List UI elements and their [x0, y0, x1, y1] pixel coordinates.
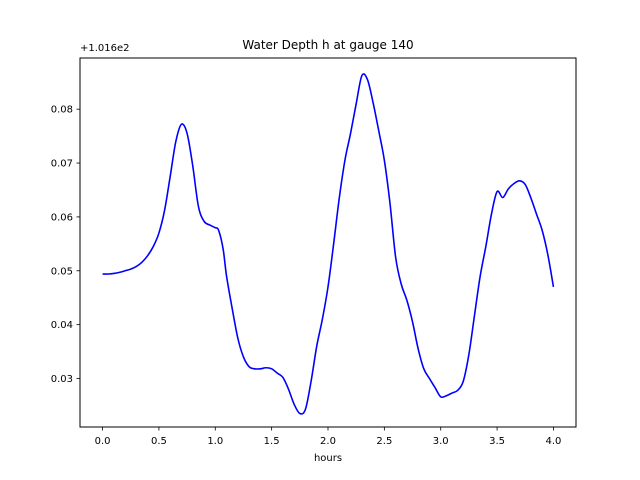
chart-title: Water Depth h at gauge 140 [242, 38, 413, 52]
y-tick-label: 0.03 [51, 374, 73, 385]
y-axis: 0.03 0.04 0.05 0.06 0.07 0.08 [51, 105, 80, 385]
y-tick-label: 0.05 [51, 266, 73, 277]
x-tick-label: 0.5 [151, 436, 167, 447]
x-tick-label: 1.5 [264, 436, 280, 447]
plot-area [102, 73, 555, 415]
x-tick-label: 0.0 [95, 436, 111, 447]
x-tick-label: 1.0 [207, 436, 223, 447]
x-tick-label: 2.5 [376, 436, 392, 447]
x-tick-label: 2.0 [320, 436, 336, 447]
x-axis-label: hours [314, 453, 342, 464]
series-line [102, 73, 555, 415]
y-axis-offset-label: +1.016e2 [80, 43, 130, 54]
x-tick-label: 3.5 [489, 436, 505, 447]
y-tick-label: 0.04 [51, 320, 73, 331]
y-tick-label: 0.08 [51, 105, 73, 116]
x-tick-label: 4.0 [546, 436, 562, 447]
x-tick-label: 3.0 [433, 436, 449, 447]
y-tick-label: 0.07 [51, 159, 73, 170]
y-tick-label: 0.06 [51, 212, 73, 223]
x-axis: 0.0 0.5 1.0 1.5 2.0 2.5 3.0 3.5 4.0 [95, 427, 562, 447]
